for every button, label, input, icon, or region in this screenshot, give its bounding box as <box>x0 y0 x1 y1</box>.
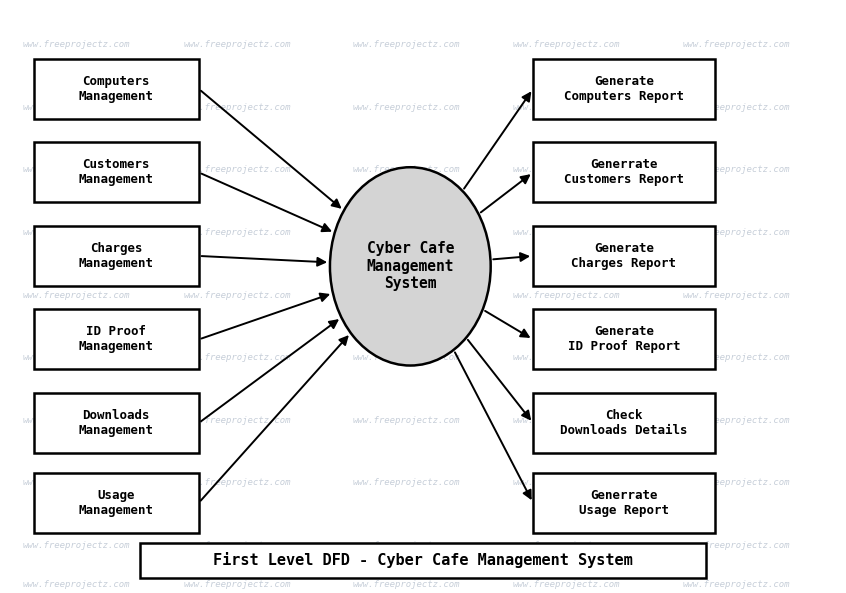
FancyBboxPatch shape <box>34 142 199 202</box>
Text: www.freeprojectz.com: www.freeprojectz.com <box>513 541 621 550</box>
Text: www.freeprojectz.com: www.freeprojectz.com <box>682 291 790 299</box>
Text: Generate
ID Proof Report: Generate ID Proof Report <box>568 326 680 353</box>
Text: www.freeprojectz.com: www.freeprojectz.com <box>352 165 460 174</box>
Text: www.freeprojectz.com: www.freeprojectz.com <box>352 579 460 589</box>
Text: www.freeprojectz.com: www.freeprojectz.com <box>682 479 790 487</box>
Text: www.freeprojectz.com: www.freeprojectz.com <box>352 353 460 362</box>
FancyBboxPatch shape <box>34 59 199 119</box>
FancyBboxPatch shape <box>34 393 199 453</box>
FancyBboxPatch shape <box>533 310 715 369</box>
Text: Downloads
Management: Downloads Management <box>79 409 154 437</box>
Text: Cyber Cafe
Management
System: Cyber Cafe Management System <box>366 241 454 291</box>
Text: www.freeprojectz.com: www.freeprojectz.com <box>352 416 460 425</box>
Text: www.freeprojectz.com: www.freeprojectz.com <box>513 353 621 362</box>
Text: www.freeprojectz.com: www.freeprojectz.com <box>22 479 130 487</box>
FancyBboxPatch shape <box>34 473 199 533</box>
Text: www.freeprojectz.com: www.freeprojectz.com <box>183 291 291 299</box>
Text: www.freeprojectz.com: www.freeprojectz.com <box>682 228 790 237</box>
Text: www.freeprojectz.com: www.freeprojectz.com <box>513 165 621 174</box>
Text: www.freeprojectz.com: www.freeprojectz.com <box>513 103 621 111</box>
Text: Computers
Management: Computers Management <box>79 75 154 103</box>
FancyBboxPatch shape <box>533 142 715 202</box>
Text: www.freeprojectz.com: www.freeprojectz.com <box>183 416 291 425</box>
Text: www.freeprojectz.com: www.freeprojectz.com <box>682 416 790 425</box>
Text: www.freeprojectz.com: www.freeprojectz.com <box>22 541 130 550</box>
Text: www.freeprojectz.com: www.freeprojectz.com <box>22 228 130 237</box>
Text: Generate
Computers Report: Generate Computers Report <box>564 75 684 103</box>
Text: www.freeprojectz.com: www.freeprojectz.com <box>352 291 460 299</box>
Text: www.freeprojectz.com: www.freeprojectz.com <box>513 291 621 299</box>
Text: First Level DFD - Cyber Cafe Management System: First Level DFD - Cyber Cafe Management … <box>213 553 633 568</box>
Text: Check
Downloads Details: Check Downloads Details <box>560 409 688 437</box>
Text: Customers
Management: Customers Management <box>79 158 154 186</box>
Text: www.freeprojectz.com: www.freeprojectz.com <box>352 228 460 237</box>
Text: www.freeprojectz.com: www.freeprojectz.com <box>682 165 790 174</box>
FancyBboxPatch shape <box>533 393 715 453</box>
Text: www.freeprojectz.com: www.freeprojectz.com <box>22 579 130 589</box>
Text: www.freeprojectz.com: www.freeprojectz.com <box>22 291 130 299</box>
Text: Generrate
Customers Report: Generrate Customers Report <box>564 158 684 186</box>
Text: Charges
Management: Charges Management <box>79 242 154 270</box>
Text: www.freeprojectz.com: www.freeprojectz.com <box>352 103 460 111</box>
FancyBboxPatch shape <box>533 59 715 119</box>
Text: www.freeprojectz.com: www.freeprojectz.com <box>352 541 460 550</box>
Text: www.freeprojectz.com: www.freeprojectz.com <box>513 479 621 487</box>
Text: www.freeprojectz.com: www.freeprojectz.com <box>682 103 790 111</box>
FancyBboxPatch shape <box>533 226 715 286</box>
Text: www.freeprojectz.com: www.freeprojectz.com <box>352 479 460 487</box>
Text: www.freeprojectz.com: www.freeprojectz.com <box>22 40 130 49</box>
Text: Usage
Management: Usage Management <box>79 489 154 517</box>
Text: www.freeprojectz.com: www.freeprojectz.com <box>22 165 130 174</box>
Text: Generate
Charges Report: Generate Charges Report <box>571 242 677 270</box>
FancyBboxPatch shape <box>34 226 199 286</box>
Text: www.freeprojectz.com: www.freeprojectz.com <box>183 103 291 111</box>
FancyBboxPatch shape <box>533 473 715 533</box>
Text: www.freeprojectz.com: www.freeprojectz.com <box>183 353 291 362</box>
Text: www.freeprojectz.com: www.freeprojectz.com <box>682 353 790 362</box>
Text: www.freeprojectz.com: www.freeprojectz.com <box>183 479 291 487</box>
FancyBboxPatch shape <box>140 543 706 578</box>
Text: www.freeprojectz.com: www.freeprojectz.com <box>513 228 621 237</box>
Text: www.freeprojectz.com: www.freeprojectz.com <box>183 40 291 49</box>
Text: www.freeprojectz.com: www.freeprojectz.com <box>513 579 621 589</box>
Ellipse shape <box>330 167 491 365</box>
Text: www.freeprojectz.com: www.freeprojectz.com <box>183 165 291 174</box>
Text: www.freeprojectz.com: www.freeprojectz.com <box>513 416 621 425</box>
Text: www.freeprojectz.com: www.freeprojectz.com <box>183 228 291 237</box>
Text: www.freeprojectz.com: www.freeprojectz.com <box>22 416 130 425</box>
Text: www.freeprojectz.com: www.freeprojectz.com <box>682 40 790 49</box>
Text: www.freeprojectz.com: www.freeprojectz.com <box>183 541 291 550</box>
Text: www.freeprojectz.com: www.freeprojectz.com <box>22 353 130 362</box>
Text: www.freeprojectz.com: www.freeprojectz.com <box>183 579 291 589</box>
Text: www.freeprojectz.com: www.freeprojectz.com <box>682 541 790 550</box>
Text: www.freeprojectz.com: www.freeprojectz.com <box>352 40 460 49</box>
Text: Generrate
Usage Report: Generrate Usage Report <box>579 489 669 517</box>
FancyBboxPatch shape <box>34 310 199 369</box>
Text: ID Proof
Management: ID Proof Management <box>79 326 154 353</box>
Text: www.freeprojectz.com: www.freeprojectz.com <box>22 103 130 111</box>
Text: www.freeprojectz.com: www.freeprojectz.com <box>513 40 621 49</box>
Text: www.freeprojectz.com: www.freeprojectz.com <box>682 579 790 589</box>
